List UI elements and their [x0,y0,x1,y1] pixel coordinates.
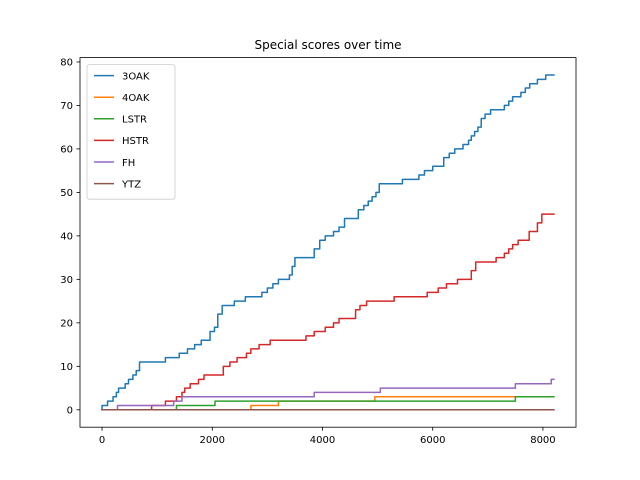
y-tick-label: 60 [60,145,73,156]
y-tick-label: 70 [60,101,73,112]
legend-box [86,64,176,200]
x-tick-label: 8000 [530,435,555,446]
series-layer [101,74,555,411]
plot-frame [79,57,577,428]
x-tick-label: 4000 [310,435,335,446]
series-line-fh [101,378,555,411]
y-tick-label: 30 [60,275,73,286]
legend-label-ytz: YTZ [121,179,141,190]
legend-label-fh: FH [122,158,135,169]
series-line-hstr [101,213,555,411]
y-tick-label: 80 [60,58,73,69]
legend: 3OAK 4OAK LSTR HSTR FH YTZ [86,64,176,200]
chart-title: Special scores over time [254,38,401,52]
y-tick-label: 0 [67,405,73,416]
legend-label-hstr: HSTR [122,136,149,147]
y-tick-label: 50 [60,188,73,199]
x-tick-label: 0 [99,435,105,446]
series-line-3oak [101,74,555,411]
legend-label-3oak: 3OAK [122,71,150,82]
legend-label-4oak: 4OAK [122,93,150,104]
y-tick-label: 20 [60,318,73,329]
x-tick-label: 6000 [420,435,445,446]
axes-layer: 0 2000 4000 6000 8000 0 10 20 30 40 50 60 70 80 [60,57,577,446]
y-tick-label: 40 [60,231,73,242]
y-tick-label: 10 [60,362,73,373]
legend-label-lstr: LSTR [122,115,147,126]
x-tick-label: 2000 [200,435,225,446]
